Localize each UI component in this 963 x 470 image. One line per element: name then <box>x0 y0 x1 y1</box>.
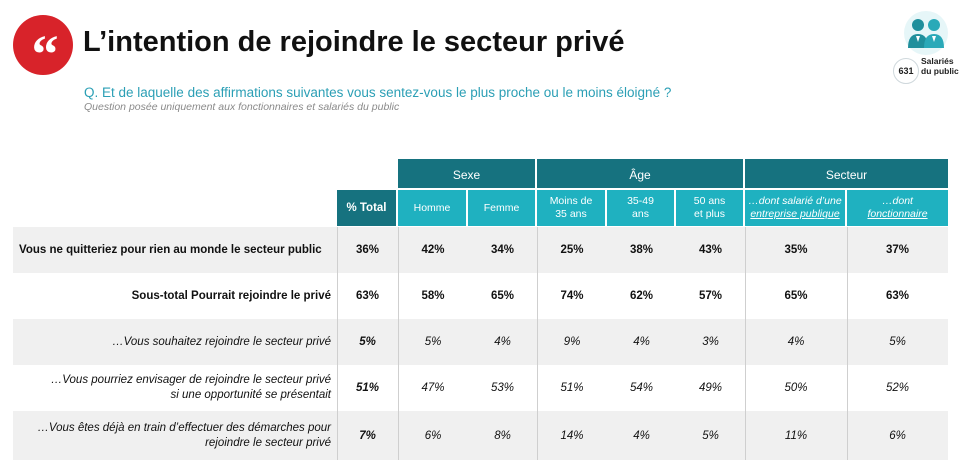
group-header-sexe: Sexe <box>398 159 537 190</box>
value-moins-35: 25% <box>560 244 584 256</box>
column-divider <box>537 227 538 460</box>
value-50-plus: 57% <box>698 290 723 302</box>
value-femme: 4% <box>494 336 511 348</box>
value-salarie: 11% <box>784 429 808 442</box>
value-homme: 58% <box>421 290 445 302</box>
value-salarie: 4% <box>787 336 805 348</box>
value-fonctionnaire: 63% <box>885 290 910 302</box>
value-fonctionnaire: 6% <box>889 429 906 442</box>
value-homme: 5% <box>424 336 442 348</box>
value-fonctionnaire: 5% <box>889 336 906 348</box>
value-35-49: 62% <box>629 290 654 302</box>
value-moins-35: 9% <box>563 336 581 348</box>
column-divider <box>847 227 848 460</box>
value-35-49: 54% <box>629 382 654 394</box>
sample-badge: 631 Salariés du public <box>890 10 960 84</box>
table-row: Vous ne quitteriez pour rien au monde le… <box>13 227 948 273</box>
value-femme: 8% <box>494 429 511 442</box>
value-35-49: 4% <box>633 429 650 442</box>
page-title: L’intention de rejoindre le secteur priv… <box>83 26 625 58</box>
people-icon <box>904 11 948 55</box>
row-label: Vous ne quitteriez pour rien au monde le… <box>19 243 322 256</box>
group-header-secteur: Secteur <box>745 159 948 190</box>
row-label: …Vous êtes déjà en train d’effectuer des… <box>37 421 331 449</box>
value-50-plus: 5% <box>702 429 719 442</box>
table-row: …Vous êtes déjà en train d’effectuer des… <box>13 411 948 460</box>
value-salarie: 35% <box>784 244 808 256</box>
quote-icon: “ <box>13 15 73 84</box>
row-label: Sous-total Pourrait rejoindre le privé <box>131 289 331 302</box>
sample-label-line2: du public <box>921 66 959 76</box>
col-header-35-49: 35-49 ans <box>607 188 676 226</box>
value-moins-35: 14% <box>560 429 584 442</box>
value-total: 36% <box>355 244 380 256</box>
value-35-49: 38% <box>629 244 654 256</box>
column-divider <box>337 227 338 460</box>
survey-question-note: Question posée uniquement aux fonctionna… <box>84 101 400 113</box>
col-header-salarie-entreprise-publique: …dont salarié d’une entreprise publique <box>745 188 847 226</box>
value-moins-35: 74% <box>560 290 584 302</box>
value-50-plus: 49% <box>698 382 723 394</box>
value-femme: 34% <box>490 244 515 256</box>
value-salarie: 65% <box>784 290 808 302</box>
value-35-49: 4% <box>633 336 650 348</box>
value-moins-35: 51% <box>560 382 584 394</box>
row-label: …Vous souhaitez rejoindre le secteur pri… <box>112 335 331 348</box>
col-header-fonctionnaire: …dont fonctionnaire <box>847 188 948 226</box>
value-femme: 53% <box>490 382 515 394</box>
value-total: 63% <box>355 290 380 302</box>
value-salarie: 50% <box>784 382 808 394</box>
value-femme: 65% <box>490 290 515 302</box>
value-fonctionnaire: 52% <box>885 382 910 394</box>
value-total: 7% <box>359 429 376 442</box>
row-label: …Vous pourriez envisager de rejoindre le… <box>50 374 331 401</box>
value-50-plus: 3% <box>702 336 719 348</box>
sample-label-line1: Salariés <box>921 56 954 66</box>
survey-question: Q. Et de laquelle des affirmations suiva… <box>84 85 672 100</box>
sample-label: Salariés du public <box>921 56 959 76</box>
col-header-moins-35: Moins de 35 ans <box>537 188 607 226</box>
column-divider <box>398 227 399 460</box>
value-total: 51% <box>355 382 380 394</box>
col-header-total: % Total <box>337 188 398 226</box>
value-homme: 42% <box>421 244 445 256</box>
group-header-row: Sexe Âge Secteur <box>13 159 948 190</box>
value-total: 5% <box>359 336 376 348</box>
sample-count: 631 <box>893 58 919 84</box>
group-header-age: Âge <box>537 159 745 190</box>
column-divider <box>745 227 746 460</box>
column-header-row: % Total Homme Femme Moins de 35 ans 35-49… <box>13 188 948 226</box>
value-fonctionnaire: 37% <box>885 244 910 256</box>
table-row: Sous-total Pourrait rejoindre le privé 6… <box>13 273 948 319</box>
value-50-plus: 43% <box>698 244 723 256</box>
table-row: …Vous souhaitez rejoindre le secteur pri… <box>13 319 948 365</box>
col-header-50-plus: 50 ans et plus <box>676 188 745 226</box>
table-row: …Vous pourriez envisager de rejoindre le… <box>13 365 948 411</box>
value-homme: 47% <box>421 382 445 394</box>
value-homme: 6% <box>424 429 442 442</box>
col-header-femme: Femme <box>468 188 537 226</box>
col-header-homme: Homme <box>398 188 468 226</box>
